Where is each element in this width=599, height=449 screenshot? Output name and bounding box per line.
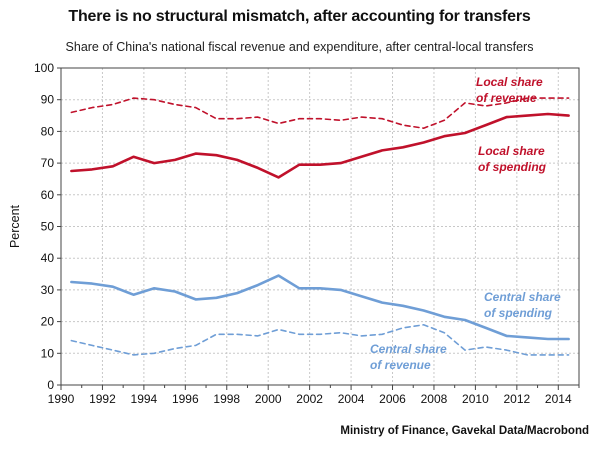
x-tick-label: 2000 — [255, 392, 282, 406]
series-line-central-share-of-spending — [70, 274, 570, 341]
y-tick-label: 90 — [41, 93, 55, 107]
annotation-central-share-of-spending: Central share — [484, 290, 561, 304]
x-tick-label: 1992 — [89, 392, 116, 406]
y-tick-label: 0 — [47, 378, 54, 392]
x-tick-label: 2004 — [338, 392, 365, 406]
x-tick-label: 1994 — [131, 392, 158, 406]
x-tick-label: 1996 — [172, 392, 199, 406]
annotation-central-share-of-revenue: of revenue — [370, 358, 431, 372]
x-tick-label: 1990 — [48, 392, 75, 406]
x-tick-label: 2002 — [296, 392, 323, 406]
series-line-local-share-of-spending — [70, 112, 570, 179]
x-tick-label: 2014 — [545, 392, 572, 406]
y-axis-label: Percent — [8, 204, 22, 248]
y-tick-label: 40 — [41, 251, 55, 265]
x-tick-label: 2012 — [503, 392, 530, 406]
y-tick-label: 70 — [41, 156, 55, 170]
y-tick-label: 10 — [41, 346, 55, 360]
x-tick-label: 2006 — [379, 392, 406, 406]
y-tick-label: 80 — [41, 124, 55, 138]
y-tick-label: 100 — [34, 61, 54, 75]
x-tick-label: 1998 — [213, 392, 240, 406]
x-tick-label: 2008 — [421, 392, 448, 406]
annotation-local-share-of-spending: Local share — [478, 144, 545, 158]
annotation-central-share-of-revenue: Central share — [370, 342, 447, 356]
series-line-local-share-of-revenue — [70, 97, 570, 129]
source-note: Ministry of Finance, Gavekal Data/Macrob… — [340, 425, 589, 437]
y-tick-label: 20 — [41, 315, 55, 329]
annotation-local-share-of-spending: of spending — [478, 160, 547, 174]
annotation-central-share-of-spending: of spending — [484, 306, 553, 320]
x-tick-label: 2010 — [462, 392, 489, 406]
annotation-local-share-of-revenue: Local share — [476, 75, 543, 89]
y-tick-label: 60 — [41, 188, 55, 202]
series-line-central-share-of-revenue — [70, 323, 570, 356]
chart-title: There is no structural mismatch, after a… — [68, 8, 531, 25]
y-tick-label: 30 — [41, 283, 55, 297]
y-tick-label: 50 — [41, 220, 55, 234]
annotation-local-share-of-revenue: of revenue — [476, 91, 537, 105]
chart-subtitle: Share of China's national fiscal revenue… — [65, 40, 534, 54]
plot-area — [61, 68, 579, 385]
